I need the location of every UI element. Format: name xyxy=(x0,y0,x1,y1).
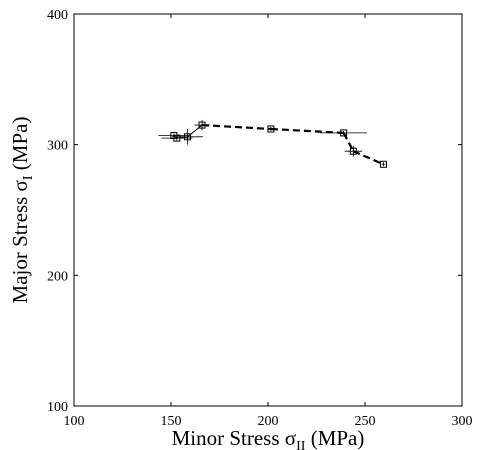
square-marker-2 xyxy=(183,133,191,141)
x-tick-label-1: 150 xyxy=(161,414,182,429)
x-tick-label-3: 250 xyxy=(355,414,376,429)
square-marker-6 xyxy=(349,147,357,155)
data-point-6 xyxy=(344,145,363,157)
square-marker-1 xyxy=(173,134,181,142)
x-tick-label-0: 100 xyxy=(64,414,85,429)
square-marker-5 xyxy=(340,129,348,137)
x-axis-label: Minor Stress σII (MPa) xyxy=(172,426,365,450)
square-marker-4 xyxy=(267,125,275,133)
x-tick-label-2: 200 xyxy=(258,414,279,429)
x-tick-label-4: 300 xyxy=(452,414,473,429)
plot-frame xyxy=(73,13,463,407)
square-marker-7 xyxy=(379,160,387,168)
connector-line-2 xyxy=(187,124,203,138)
x-axis-ticks: 100 150 200 250 300 xyxy=(64,14,473,429)
y-axis-label: Major Stress σI (MPa) xyxy=(8,117,36,304)
dashed-trend-line-1 xyxy=(270,127,344,135)
data-point-5 xyxy=(320,129,367,137)
data-point-3 xyxy=(194,119,210,131)
data-point-4 xyxy=(267,125,275,133)
data-point-2 xyxy=(171,128,204,145)
y-tick-label-3: 400 xyxy=(47,8,68,23)
dashed-trend-line-3 xyxy=(352,150,384,166)
y-tick-label-2: 300 xyxy=(47,139,68,154)
dashed-trend-line-0 xyxy=(201,123,271,131)
plot-area xyxy=(73,13,463,407)
data-point-7 xyxy=(379,160,387,168)
square-marker-3 xyxy=(198,121,206,129)
y-tick-label-1: 200 xyxy=(47,269,68,284)
y-tick-label-0: 100 xyxy=(47,400,68,415)
y-axis-ticks: 100 200 300 400 xyxy=(47,8,462,415)
